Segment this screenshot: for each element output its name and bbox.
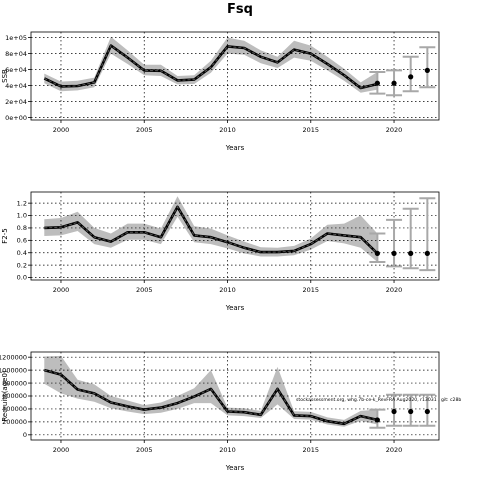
- recruitment-panel: 2000 2005 2010 2015 2020 0 200000 400000 600000 8…: [0, 351, 440, 472]
- x-tick-label: 2005: [136, 286, 153, 294]
- forecast-point: [419, 197, 436, 272]
- x-tick-label: 2015: [302, 286, 319, 294]
- x-tick-label: 2005: [136, 446, 153, 454]
- forecast-point: [386, 218, 403, 268]
- panels: 2000 2005 2010 2015 2020 0e+00 2e+04 4e+04 6e+04…: [0, 31, 461, 472]
- median-line: [44, 369, 378, 425]
- fbar-panel: 2000 2005 2010 2015 2020 0.0 0.2 0.4 0.6 0.8 1.0 1.…: [1, 191, 440, 312]
- y-tick-label: 1200000: [0, 353, 27, 361]
- forecast-point: [369, 408, 386, 429]
- x-tick-label: 2015: [302, 446, 319, 454]
- forecast-marker: [374, 417, 380, 423]
- y-tick-label: 1.2: [17, 199, 27, 207]
- y-tick-label: 0.0: [17, 274, 27, 282]
- forecast-point: [402, 393, 419, 427]
- watermark: stockassessment.org, whg.7b-ce-k_RevFRA …: [296, 397, 461, 403]
- plot-area: [31, 352, 439, 440]
- forecast-marker: [391, 250, 397, 256]
- forecast-point: [369, 71, 386, 95]
- forecast-marker: [408, 408, 414, 415]
- x-tick-label: 2010: [219, 286, 236, 294]
- ssb-panel: 2000 2005 2010 2015 2020 0e+00 2e+04 4e+04 6e+04…: [1, 31, 440, 152]
- forecast-marker: [424, 67, 430, 73]
- x-tick-label: 2010: [219, 126, 236, 134]
- forecast-marker: [408, 250, 414, 256]
- x-tick-label: 2020: [386, 126, 403, 134]
- x-axis-label: Years: [225, 464, 245, 472]
- y-tick-label: 0.4: [17, 249, 27, 257]
- forecast-marker: [374, 250, 380, 256]
- y-tick-label: 1000000: [0, 366, 27, 374]
- y-tick-label: 0: [23, 431, 27, 439]
- y-tick-label: 4e+04: [5, 82, 27, 90]
- forecast-point: [386, 393, 403, 427]
- figure-title: Fsq: [227, 2, 253, 17]
- y-axis-label: F2-5: [1, 228, 9, 243]
- median-line: [44, 44, 378, 89]
- y-tick-label: 800000: [2, 379, 27, 387]
- forecast-point: [419, 393, 436, 427]
- y-tick-label: 0.2: [17, 261, 27, 269]
- y-axis-label: SSB: [1, 69, 9, 83]
- x-tick-label: 2020: [386, 286, 403, 294]
- forecast-marker: [391, 80, 397, 86]
- y-tick-label: 6e+04: [5, 66, 27, 74]
- forecast-marker: [391, 408, 397, 415]
- axes-frame: [30, 31, 440, 121]
- y-tick-label: 0e+00: [5, 114, 27, 122]
- forecast-point: [369, 232, 386, 264]
- x-axis-label: Years: [225, 144, 245, 152]
- plot-area: [31, 192, 439, 280]
- y-tick-label: 200000: [2, 418, 27, 426]
- y-tick-label: 1.0: [17, 212, 27, 220]
- x-tick-label: 2005: [136, 126, 153, 134]
- x-tick-label: 2000: [53, 286, 70, 294]
- y-tick-label: 400000: [2, 405, 27, 413]
- y-tick-label: 0.6: [17, 237, 27, 245]
- forecast-marker: [424, 408, 430, 415]
- y-axis-label: Recruits(age0): [1, 370, 9, 422]
- x-tick-label: 2000: [53, 446, 70, 454]
- y-tick-label: 2e+04: [5, 98, 27, 106]
- plot-area: [31, 32, 439, 120]
- x-axis-label: Years: [225, 304, 245, 312]
- y-tick-label: 0.8: [17, 224, 27, 232]
- y-tick-label: 600000: [2, 392, 27, 400]
- forecast-marker: [408, 74, 414, 80]
- x-tick-label: 2000: [53, 126, 70, 134]
- confidence-band: [44, 355, 378, 427]
- forecast-point: [419, 46, 436, 89]
- forecast-marker: [424, 250, 430, 256]
- forecast-point: [402, 207, 419, 270]
- median-line: [44, 205, 378, 254]
- axes-frame: [30, 191, 440, 281]
- x-tick-label: 2015: [302, 126, 319, 134]
- forecast-point: [402, 55, 419, 93]
- x-tick-label: 2010: [219, 446, 236, 454]
- y-tick-label: 8e+04: [5, 50, 27, 58]
- forecast-point: [386, 69, 403, 97]
- y-tick-label: 1e+05: [5, 34, 27, 42]
- confidence-band: [44, 196, 378, 262]
- x-tick-label: 2020: [386, 446, 403, 454]
- forecast-marker: [374, 80, 380, 86]
